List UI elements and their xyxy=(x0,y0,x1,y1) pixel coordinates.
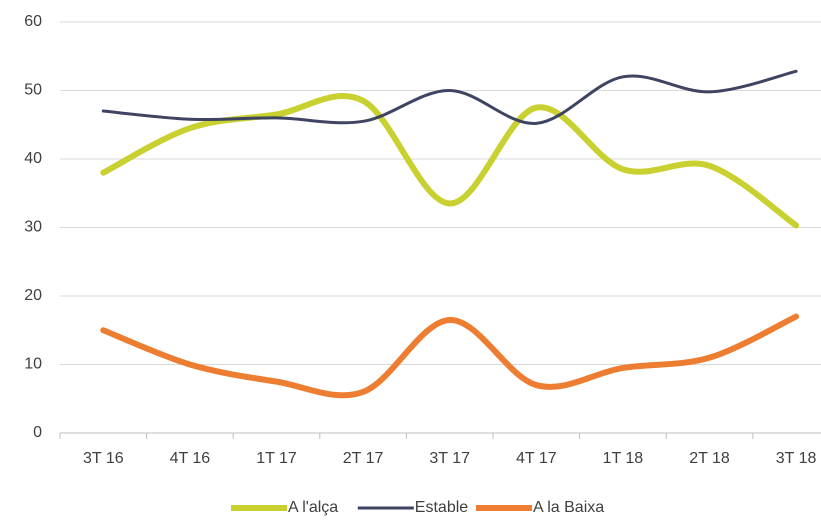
legend-label: A l'alça xyxy=(288,499,338,516)
y-tick-label: 60 xyxy=(24,13,42,30)
y-tick-label: 40 xyxy=(24,150,42,167)
x-tick-label: 3T 16 xyxy=(83,450,124,467)
y-tick-label: 10 xyxy=(24,356,42,373)
y-tick-label: 50 xyxy=(24,82,42,99)
series-line xyxy=(101,69,798,125)
x-tick-label: 1T 17 xyxy=(256,450,297,467)
x-tick-label: 4T 16 xyxy=(170,450,211,467)
legend-label: A la Baixa xyxy=(533,499,604,516)
legend-label: Estable xyxy=(415,499,468,516)
x-tick-label: 1T 18 xyxy=(603,450,644,467)
y-tick-label: 20 xyxy=(24,287,42,304)
x-tick-label: 3T 18 xyxy=(776,450,817,467)
y-tick-label: 30 xyxy=(24,219,42,236)
x-tick-label: 4T 17 xyxy=(516,450,557,467)
y-tick-label: 0 xyxy=(33,424,42,441)
x-tick-label: 2T 17 xyxy=(343,450,384,467)
series-line xyxy=(100,313,800,399)
x-tick-label: 3T 17 xyxy=(429,450,470,467)
series-line xyxy=(100,93,800,229)
x-tick-label: 2T 18 xyxy=(689,450,730,467)
